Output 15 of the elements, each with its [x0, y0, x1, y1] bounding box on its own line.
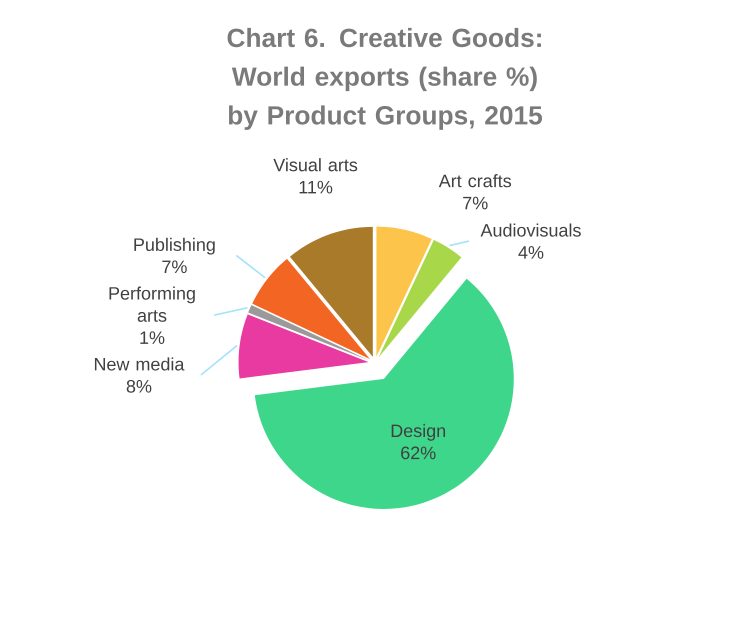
slice-label: Design — [392, 424, 446, 441]
data-label: 7% — [162, 260, 187, 274]
data-label: 11% — [300, 180, 332, 194]
slice-label: Publishing — [134, 238, 215, 255]
data-label: 8% — [126, 380, 152, 393]
slice-label: Performing arts — [109, 286, 195, 322]
slice-label: Art crafts — [438, 174, 512, 188]
data-label: 62% — [401, 446, 436, 460]
chart-title: Chart 6. Creative Goods: World exports (share %) by Product Groups, 2015 — [228, 28, 542, 130]
slice-label: New media — [94, 357, 184, 371]
data-label: 7% — [463, 196, 488, 210]
slice-label: Audiovisuals — [480, 223, 581, 237]
data-label: 4% — [518, 246, 544, 259]
slice-label: Visual arts — [273, 158, 358, 172]
data-label: 1% — [140, 331, 164, 344]
